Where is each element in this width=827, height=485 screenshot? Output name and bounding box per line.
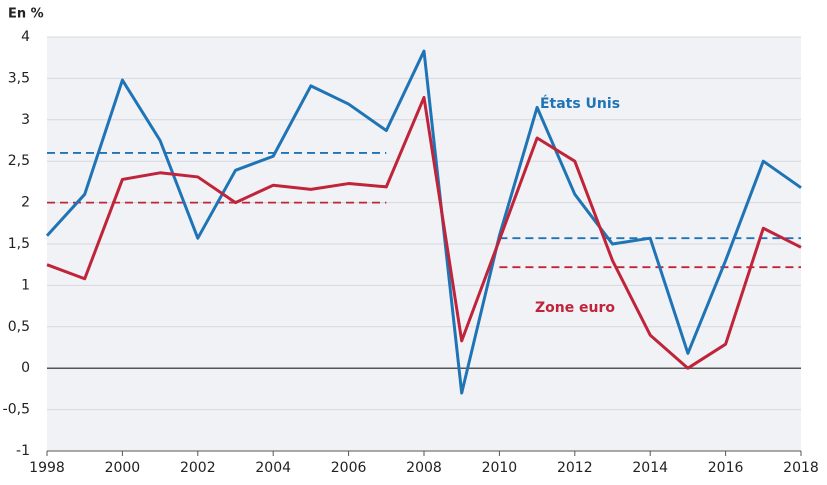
y-tick-label: 4 [21, 29, 30, 45]
y-tick-label: 1,5 [8, 236, 30, 252]
y-tick-label: 2 [21, 195, 30, 211]
series-label: États Unis [540, 95, 620, 112]
y-tick-label: 3,5 [8, 70, 30, 86]
y-tick-label: 2,5 [8, 153, 30, 169]
y-tick-label: -0,5 [3, 402, 30, 418]
x-tick-label: 1998 [29, 460, 65, 476]
y-tick-label: -1 [16, 443, 30, 459]
x-tick-label: 2010 [482, 460, 518, 476]
series-line [46, 95, 802, 370]
series-label: Zone euro [535, 300, 615, 316]
x-tick-label: 2016 [708, 460, 744, 476]
x-tick-label: 2004 [255, 460, 291, 476]
x-tick-label: 2000 [105, 460, 141, 476]
x-tick-label: 2008 [406, 460, 442, 476]
y-tick-label: 0,5 [8, 319, 30, 335]
y-tick-label: 0 [21, 360, 30, 376]
x-tick-label: 2014 [632, 460, 668, 476]
y-tick-label: 3 [21, 112, 30, 128]
y-axis-label: En % [8, 7, 44, 22]
x-tick-label: 2018 [783, 460, 819, 476]
x-tick-label: 2012 [557, 460, 593, 476]
x-tick-label: 2006 [331, 460, 367, 476]
x-tick-label: 2002 [180, 460, 216, 476]
y-tick-label: 1 [21, 277, 30, 293]
